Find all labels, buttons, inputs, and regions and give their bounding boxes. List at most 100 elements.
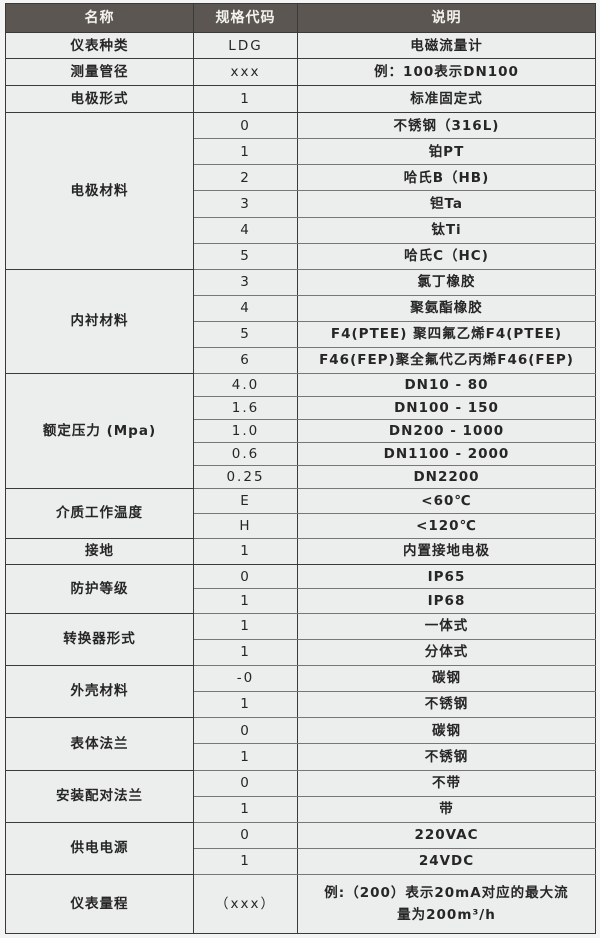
param-name: 介质工作温度: [5, 487, 194, 539]
table-row: 3 钽Ta: [6, 190, 596, 218]
header-row: 名称 规格代码 说明: [5, 3, 596, 33]
table-row: 外壳材料 -0 碳钢: [5, 664, 596, 718]
spec-desc: 钛Ti: [297, 216, 596, 244]
spec-code: 2: [193, 164, 298, 192]
spec-code: 0: [193, 821, 298, 849]
spec-desc: DN2200: [297, 464, 596, 489]
param-name: 电极材料: [5, 112, 194, 270]
spec-code: 3: [193, 268, 298, 296]
param-name: 表体法兰: [5, 716, 194, 771]
spec-code: -0: [193, 664, 298, 692]
table-row: 仪表种类 LDG 电磁流量计: [5, 32, 596, 59]
spec-desc: 带: [297, 795, 596, 823]
spec-desc: 分体式: [297, 638, 596, 666]
param-name: 测量管径: [5, 58, 194, 86]
spec-code: 0: [193, 563, 298, 590]
header-name: 名称: [5, 3, 194, 33]
table-row: 1 分体式: [6, 638, 596, 666]
spec-code: 4.0: [193, 372, 298, 397]
table-row: 1 不锈钢: [6, 743, 596, 771]
spec-code: 1.0: [193, 418, 298, 443]
spec-desc: 内置接地电极: [297, 537, 596, 565]
spec-code: 1: [193, 743, 298, 771]
spec-code: 5: [193, 242, 298, 270]
spec-desc: 碳钢: [297, 664, 596, 692]
spec-code: 1: [193, 690, 298, 718]
spec-code: 6: [193, 346, 298, 374]
spec-desc: F4(PTEE) 聚四氟乙烯F4(PTEE): [297, 320, 596, 348]
spec-desc: 例：100表示DN100: [297, 58, 596, 86]
param-name: 转换器形式: [5, 612, 194, 666]
table-row: 2 哈氏B（HB): [6, 164, 596, 192]
table-row: 测量管径 xxx 例：100表示DN100: [5, 58, 596, 86]
spec-code: 1.6: [193, 395, 298, 420]
table-row: 电极形式 1 标准固定式: [5, 85, 596, 113]
table-row: 供电电源 0 220VAC: [5, 821, 596, 875]
table-row: 额定压力 (Mpa) 4.0 DN10 - 80: [5, 372, 596, 489]
param-name: 额定压力 (Mpa): [5, 372, 194, 489]
spec-desc: 220VAC: [297, 821, 596, 849]
spec-desc: F46(FEP)聚全氟代乙丙烯F46(FEP): [297, 346, 596, 374]
table-row: 5 F4(PTEE) 聚四氟乙烯F4(PTEE): [6, 320, 596, 348]
spec-desc: 氯丁橡胶: [297, 268, 596, 296]
table-row: 表体法兰 0 碳钢: [5, 716, 596, 771]
spec-desc: DN1100 - 2000: [297, 441, 596, 466]
param-name: 外壳材料: [5, 664, 194, 718]
table-row: 1.6 DN100 - 150: [6, 395, 596, 420]
table-row: 仪表量程 （xxx） 例:（200）表示20mA对应的最大流量为200m³/h: [5, 873, 596, 934]
table-row: 转换器形式 1 一体式: [5, 612, 596, 666]
table-row: 0.6 DN1100 - 2000: [6, 441, 596, 466]
header-code: 规格代码: [193, 3, 298, 33]
param-name: 接地: [5, 537, 194, 565]
table-row: 6 F46(FEP)聚全氟代乙丙烯F46(FEP): [6, 346, 596, 374]
spec-code: 1: [193, 537, 298, 565]
spec-desc: 电磁流量计: [297, 32, 596, 59]
param-name: 内衬材料: [5, 268, 194, 374]
spec-desc: DN200 - 1000: [297, 418, 596, 443]
spec-desc: DN10 - 80: [297, 372, 596, 397]
spec-desc: 聚氨酯橡胶: [297, 294, 596, 322]
table-row: 0.25 DN2200: [6, 464, 596, 489]
spec-desc: 碳钢: [297, 716, 596, 745]
table-row: 安装配对法兰 0 不带: [5, 769, 596, 823]
spec-code: 4: [193, 294, 298, 322]
table-row: 1.0 DN200 - 1000: [6, 418, 596, 443]
table-row: 1 IP68: [6, 588, 596, 614]
spec-code: 1: [193, 588, 298, 614]
spec-code: LDG: [193, 32, 298, 59]
spec-code: 3: [193, 190, 298, 218]
table-row: H <120℃: [6, 512, 596, 539]
table-row: 内衬材料 3 氯丁橡胶: [5, 268, 596, 374]
spec-desc: 24VDC: [297, 847, 596, 875]
spec-code: （xxx）: [193, 873, 298, 934]
specification-table: 名称 规格代码 说明 仪表种类 LDG 电磁流量计 测量管径 xxx 例：100表示DN1…: [5, 3, 596, 934]
table-row: 4 聚氨酯橡胶: [6, 294, 596, 322]
spec-desc: IP68: [297, 588, 596, 614]
spec-desc: DN100 - 150: [297, 395, 596, 420]
spec-code: 0: [193, 111, 298, 140]
table-row: 1 24VDC: [6, 847, 596, 875]
table-row: 介质工作温度 E <60℃: [5, 487, 596, 539]
spec-code: 0.6: [193, 441, 298, 466]
spec-code: 1: [193, 85, 298, 113]
spec-code: 0: [193, 716, 298, 745]
spec-desc: 哈氏B（HB): [297, 164, 596, 192]
param-name: 仪表种类: [5, 32, 194, 59]
param-name: 防护等级: [5, 563, 194, 614]
spec-desc: IP65: [297, 563, 596, 590]
spec-code: E: [193, 487, 298, 514]
header-desc: 说明: [297, 3, 596, 33]
spec-code: 1: [193, 847, 298, 875]
spec-code: 0: [193, 769, 298, 797]
param-name: 供电电源: [5, 821, 194, 875]
table-row: 5 哈氏C（HC): [6, 242, 596, 270]
spec-code: 5: [193, 320, 298, 348]
spec-code: 4: [193, 216, 298, 244]
spec-desc: 铂PT: [297, 138, 596, 166]
table-body: 仪表种类 LDG 电磁流量计 测量管径 xxx 例：100表示DN100 电极形式 1 标准固定…: [5, 32, 596, 934]
spec-code: H: [193, 512, 298, 539]
spec-desc: 例:（200）表示20mA对应的最大流量为200m³/h: [297, 873, 596, 934]
spec-desc: <60℃: [297, 487, 596, 514]
spec-desc: 不锈钢（316L): [297, 111, 596, 140]
spec-desc: 不锈钢: [297, 743, 596, 771]
